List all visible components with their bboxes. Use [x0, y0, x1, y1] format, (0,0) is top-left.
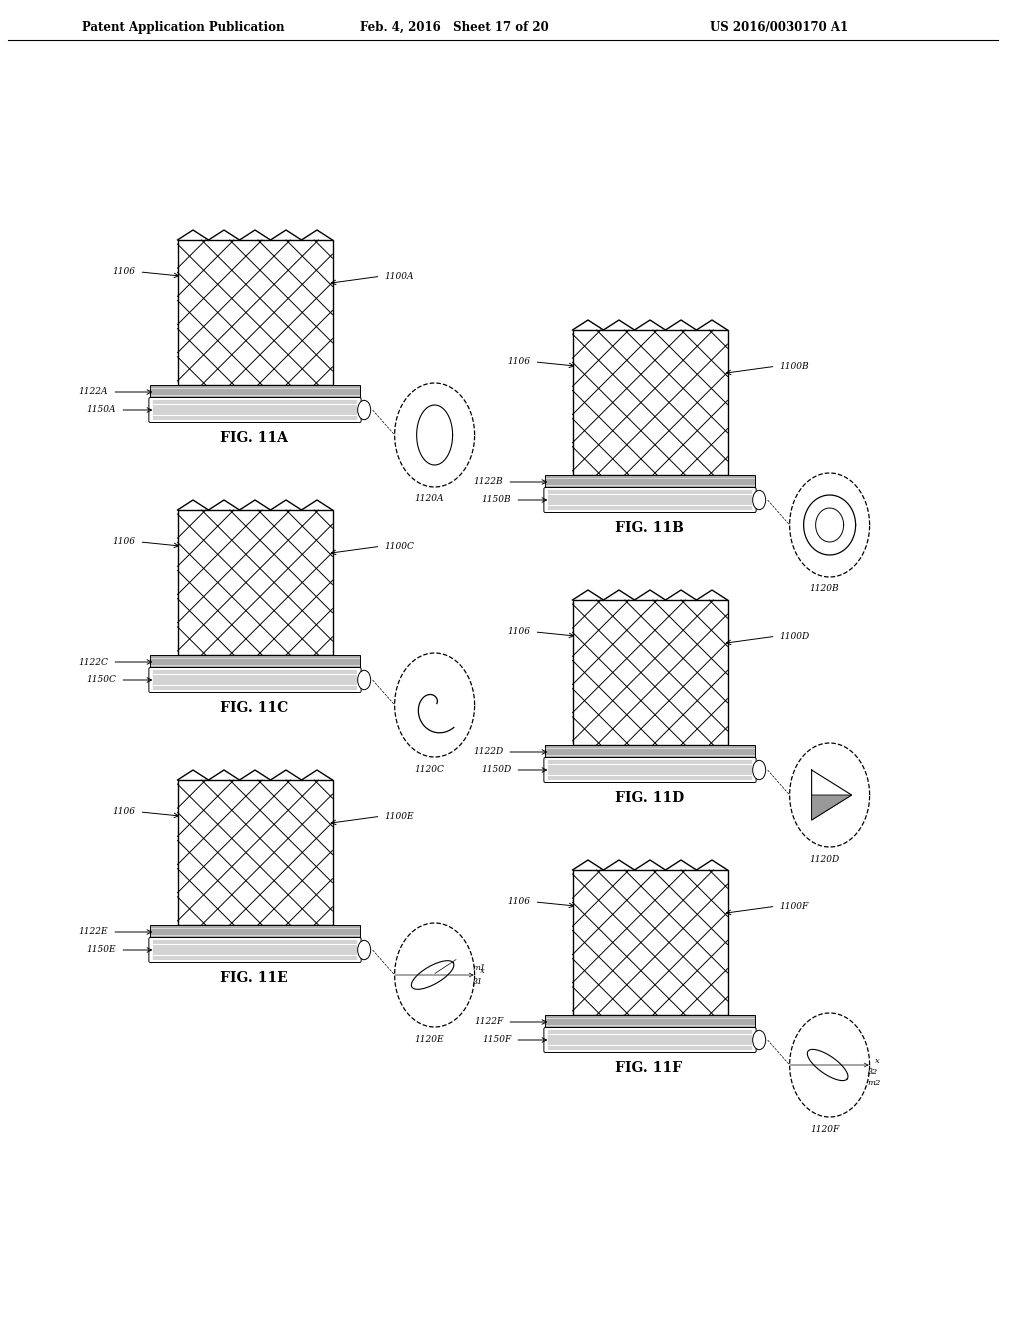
Bar [572, 870, 727, 1015]
Text: 1120B: 1120B [810, 585, 840, 594]
Ellipse shape [753, 490, 766, 510]
Ellipse shape [753, 760, 766, 780]
Text: 1150A: 1150A [87, 405, 117, 414]
Text: 1122E: 1122E [79, 928, 109, 936]
Bar [177, 240, 333, 385]
Text: 1106: 1106 [113, 808, 135, 816]
Bar [572, 870, 727, 1015]
Text: Patent Application Publication: Patent Application Publication [82, 21, 285, 33]
Bar [546, 744, 755, 759]
Text: m2: m2 [867, 1078, 881, 1086]
Text: x: x [479, 968, 484, 975]
Text: 1150B: 1150B [481, 495, 511, 504]
Bar [177, 510, 333, 655]
Text: 1150D: 1150D [481, 766, 511, 775]
Text: 1100F: 1100F [779, 902, 809, 911]
Bar [177, 240, 333, 385]
Text: 1150C: 1150C [86, 676, 117, 685]
Text: 1120E: 1120E [415, 1035, 444, 1044]
Bar [177, 780, 333, 925]
Text: US 2016/0030170 A1: US 2016/0030170 A1 [710, 21, 848, 33]
Ellipse shape [357, 400, 371, 420]
Text: 1150F: 1150F [482, 1035, 511, 1044]
Ellipse shape [357, 940, 371, 960]
FancyBboxPatch shape [544, 487, 756, 512]
Text: 1106: 1106 [113, 537, 135, 546]
FancyBboxPatch shape [544, 1027, 756, 1052]
Text: Feb. 4, 2016   Sheet 17 of 20: Feb. 4, 2016 Sheet 17 of 20 [360, 21, 549, 33]
Bar [572, 330, 727, 475]
Text: 1122C: 1122C [79, 657, 109, 667]
Text: 1120A: 1120A [415, 495, 444, 503]
Text: x: x [874, 1057, 880, 1065]
Bar [546, 475, 755, 488]
Bar [151, 655, 359, 669]
Text: 1106: 1106 [113, 268, 135, 276]
Text: 1120C: 1120C [415, 764, 444, 774]
Text: β1: β1 [473, 978, 483, 986]
Text: 1106: 1106 [508, 358, 530, 367]
Ellipse shape [753, 1031, 766, 1049]
Text: 1122D: 1122D [473, 747, 504, 756]
FancyBboxPatch shape [148, 668, 361, 693]
Text: 1100B: 1100B [779, 362, 809, 371]
Text: 1100E: 1100E [384, 812, 414, 821]
FancyBboxPatch shape [148, 937, 361, 962]
Text: 1106: 1106 [508, 898, 530, 907]
Text: 1100A: 1100A [384, 272, 414, 281]
Text: 1120D: 1120D [810, 854, 840, 863]
Bar [151, 925, 359, 939]
Ellipse shape [357, 671, 371, 689]
PathPatch shape [812, 795, 852, 820]
Text: FIG. 11C: FIG. 11C [220, 701, 288, 715]
Bar [572, 601, 727, 744]
Text: FIG. 11A: FIG. 11A [220, 432, 288, 445]
Text: 1150E: 1150E [87, 945, 117, 954]
Bar [572, 601, 727, 744]
Bar [177, 510, 333, 655]
Text: 1122F: 1122F [474, 1018, 504, 1027]
Text: FIG. 11B: FIG. 11B [615, 521, 684, 535]
FancyBboxPatch shape [148, 397, 361, 422]
Text: FIG. 11F: FIG. 11F [615, 1061, 682, 1074]
Text: 1120F: 1120F [810, 1125, 840, 1134]
Text: FIG. 11E: FIG. 11E [220, 972, 288, 985]
Text: 1100C: 1100C [384, 541, 415, 550]
Text: FIG. 11D: FIG. 11D [615, 791, 684, 805]
Text: 1122B: 1122B [474, 478, 504, 487]
Text: m1: m1 [473, 964, 486, 972]
Bar [177, 780, 333, 925]
Text: 1106: 1106 [508, 627, 530, 636]
FancyBboxPatch shape [544, 758, 756, 783]
Bar [572, 330, 727, 475]
Bar [151, 385, 359, 399]
Text: 1122A: 1122A [79, 388, 109, 396]
Text: 1100D: 1100D [779, 632, 810, 640]
Bar [546, 1015, 755, 1030]
Text: β2: β2 [867, 1068, 878, 1076]
